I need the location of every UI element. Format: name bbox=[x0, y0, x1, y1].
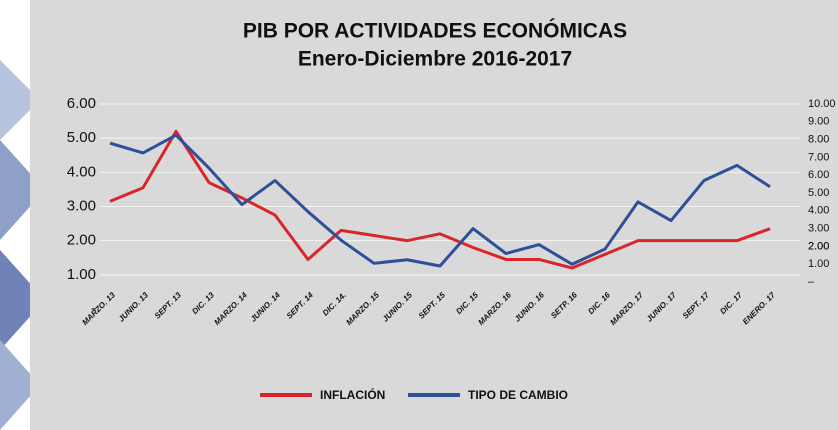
y-tick-label: 5.00 bbox=[67, 129, 96, 146]
y2-tick-label: – bbox=[808, 276, 815, 288]
y2-tick-label: 3.00 bbox=[808, 223, 829, 235]
y-tick-label: 2.00 bbox=[67, 232, 96, 249]
y2-tick-label: 1.00 bbox=[808, 258, 829, 270]
y2-tick-label: 5.00 bbox=[808, 187, 829, 199]
y-tick-label: 1.00 bbox=[67, 266, 96, 283]
y2-tick-label: 2.00 bbox=[808, 240, 829, 252]
y-tick-label: - bbox=[91, 300, 96, 317]
y2-tick-label: 2.00 bbox=[808, 240, 829, 252]
y2-tick-label: 7.00 bbox=[808, 151, 829, 163]
y2-tick-label: 9.00 bbox=[808, 116, 829, 128]
y-tick-label: 6.00 bbox=[67, 95, 96, 112]
y2-tick-label: 8.00 bbox=[808, 134, 829, 146]
decoration bbox=[0, 340, 40, 430]
y2-tick-label: 4.00 bbox=[808, 205, 829, 217]
y-tick-label: 4.00 bbox=[67, 163, 96, 180]
y-tick-label: 3.00 bbox=[67, 197, 96, 214]
y2-tick-label: 6.00 bbox=[808, 169, 829, 181]
y2-tick-label: 10.00 bbox=[808, 98, 836, 110]
decoration bbox=[0, 60, 40, 140]
series-line bbox=[109, 129, 771, 270]
legend-label: TIPO DE CAMBIO bbox=[468, 388, 568, 402]
decoration bbox=[0, 250, 45, 350]
series-line bbox=[109, 133, 771, 268]
chart-area bbox=[30, 0, 838, 430]
chart-subtitle: Enero-Diciembre 2016-2017 bbox=[298, 48, 572, 71]
legend-label: INFLACIÓN bbox=[320, 387, 385, 402]
chart-title: PIB POR ACTIVIDADES ECONÓMICAS bbox=[243, 19, 627, 43]
decoration bbox=[0, 140, 45, 240]
